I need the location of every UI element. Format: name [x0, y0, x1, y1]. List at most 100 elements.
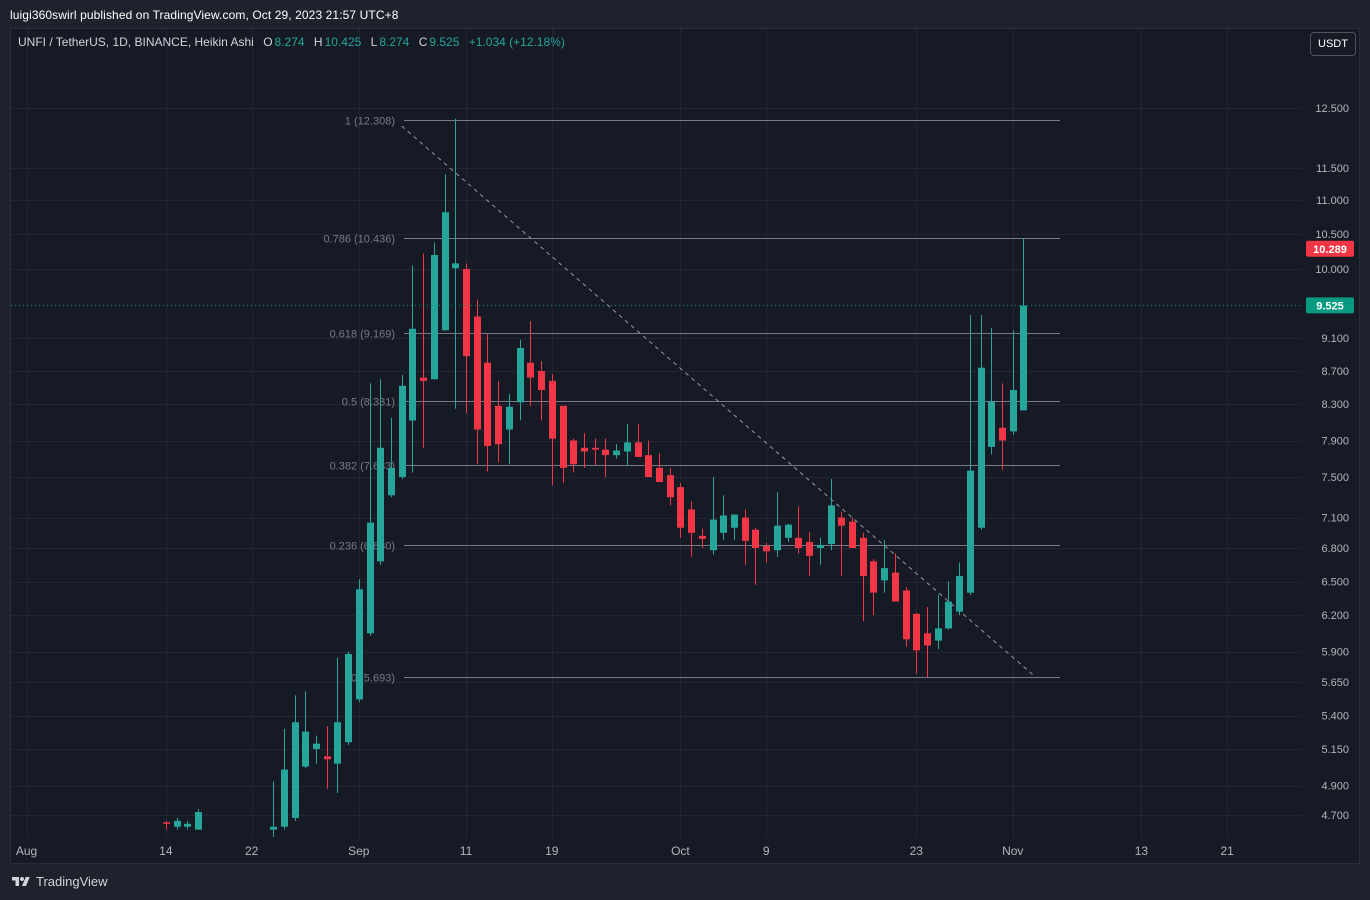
candle-up	[388, 417, 395, 498]
price-axis-label: 8.300	[1321, 399, 1349, 411]
candle-down	[484, 334, 491, 472]
candle-body	[795, 537, 802, 548]
candle-body	[409, 328, 416, 421]
chart-pane[interactable]	[10, 28, 1360, 864]
candle-down	[860, 532, 867, 622]
candle-down	[742, 509, 749, 565]
candle-up	[281, 728, 288, 830]
candle-down	[324, 726, 331, 789]
price-tag: 9.525	[1306, 297, 1354, 314]
candle-up	[710, 477, 717, 555]
candle-up	[517, 339, 524, 421]
candle-body	[656, 467, 663, 483]
candle-down	[849, 517, 856, 548]
fib-level-label: 1 (12.308)	[345, 116, 395, 128]
candle-body	[174, 820, 181, 827]
candle-body	[710, 519, 717, 551]
price-tag-bg	[1306, 240, 1354, 257]
fib-level-label: 0.5 (8.331)	[342, 397, 395, 409]
time-axis-label: 14	[159, 844, 173, 858]
close-label: C	[418, 35, 428, 49]
time-axis-label: 13	[1135, 844, 1149, 858]
tradingview-logo-icon	[12, 876, 30, 886]
candle-body	[677, 487, 684, 528]
candle-body	[324, 756, 331, 760]
candle-body	[742, 517, 749, 541]
candle-body	[281, 769, 288, 827]
candle-down	[163, 820, 170, 830]
candle-down	[474, 299, 481, 465]
price-axis-label: 11.500	[1316, 163, 1349, 175]
time-axis-label: Nov	[1002, 844, 1023, 858]
candle-down	[913, 612, 920, 674]
candle-up	[431, 242, 438, 380]
price-tag-text: 10.289	[1313, 244, 1347, 256]
candle-body	[474, 316, 481, 430]
candle-body	[313, 743, 320, 749]
time-axis-label: 19	[545, 844, 559, 858]
candle-body	[367, 522, 374, 634]
candle-down	[999, 383, 1006, 470]
candle-body	[506, 406, 513, 430]
low-label: L	[370, 35, 378, 49]
candle-up	[452, 118, 459, 409]
candle-down	[699, 528, 706, 548]
candle-down	[602, 438, 609, 477]
candle-down	[688, 501, 695, 557]
grid-lines	[11, 29, 1302, 838]
currency-button[interactable]: USDT	[1310, 32, 1356, 56]
symbol-title[interactable]: UNFI / TetherUS, 1D, BINANCE, Heikin Ash…	[18, 35, 254, 49]
candle-down	[677, 483, 684, 538]
fib-level-label: 0.236 (6.830)	[330, 541, 395, 553]
price-axis-label: 11.000	[1316, 195, 1349, 207]
candle-up	[988, 328, 995, 455]
price-axis-label: 5.150	[1321, 744, 1349, 756]
candle-down	[903, 587, 910, 647]
publish-info: luigi360swirl published on TradingView.c…	[10, 8, 399, 22]
candle-down	[667, 467, 674, 506]
candle-body	[581, 447, 588, 452]
price-axis-label: 10.500	[1315, 229, 1349, 241]
candle-body	[817, 544, 824, 548]
candle-body	[452, 263, 459, 269]
candle-body	[806, 541, 813, 556]
candle-up	[1020, 238, 1027, 411]
price-axis-label: 12.500	[1315, 103, 1349, 115]
candle-body	[184, 823, 191, 827]
candle-up	[409, 265, 416, 473]
candle-up	[270, 781, 277, 837]
candle-down	[806, 531, 813, 576]
candle-body	[1010, 389, 1017, 432]
time-axis-label: 21	[1220, 844, 1234, 858]
candle-up	[506, 394, 513, 465]
price-axis-label: 10.000	[1315, 264, 1349, 276]
price-tag-text: 9.525	[1316, 300, 1344, 312]
candle-down	[870, 559, 877, 615]
candle-down	[924, 607, 931, 678]
candle-up	[1010, 330, 1017, 436]
brand-name: TradingView	[36, 874, 108, 889]
candle-body	[720, 515, 727, 533]
candle-body	[399, 385, 406, 477]
candle-body	[517, 347, 524, 403]
price-axis-label: 7.500	[1321, 472, 1349, 484]
candle-up	[720, 495, 727, 540]
publish-bar: luigi360swirl published on TradingView.c…	[0, 0, 1370, 28]
candle-down	[795, 506, 802, 554]
price-axis-label: 5.900	[1321, 647, 1349, 659]
candle-body	[484, 362, 491, 446]
candle-up	[731, 514, 738, 540]
candle-up	[828, 479, 835, 551]
symbol-legend: UNFI / TetherUS, 1D, BINANCE, Heikin Ash…	[18, 35, 571, 49]
price-axis-label: 6.500	[1321, 577, 1349, 589]
candle-down	[560, 405, 567, 484]
candle-up	[785, 523, 792, 542]
price-axis-label: 9.100	[1321, 333, 1349, 345]
candle-up	[624, 424, 631, 467]
price-axis: 12.500 11.500 11.000 10.500 10.000 9.100 8.700…	[1306, 103, 1354, 822]
candle-body	[570, 440, 577, 465]
candle-up	[345, 651, 352, 745]
candle-body	[602, 449, 609, 456]
tradingview-brand[interactable]: TradingView	[10, 874, 108, 889]
